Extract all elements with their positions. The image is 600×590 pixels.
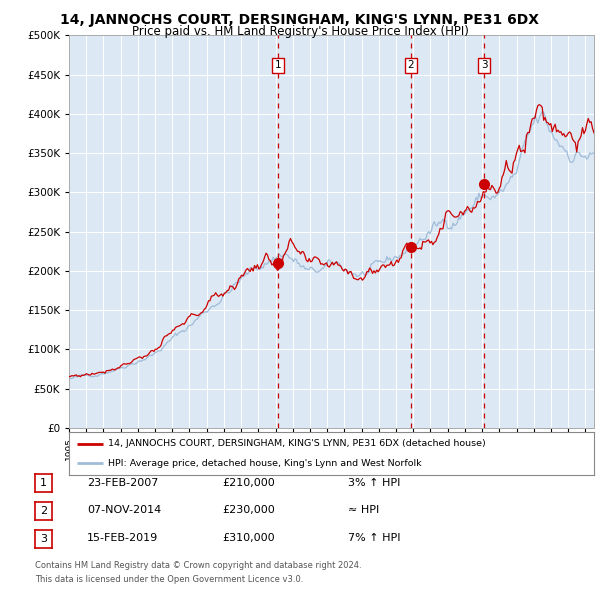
Text: 14, JANNOCHS COURT, DERSINGHAM, KING'S LYNN, PE31 6DX (detached house): 14, JANNOCHS COURT, DERSINGHAM, KING'S L… (109, 439, 486, 448)
Text: 23-FEB-2007: 23-FEB-2007 (87, 478, 158, 487)
Text: Contains HM Land Registry data © Crown copyright and database right 2024.: Contains HM Land Registry data © Crown c… (35, 561, 361, 570)
Text: This data is licensed under the Open Government Licence v3.0.: This data is licensed under the Open Gov… (35, 575, 303, 584)
Text: 3% ↑ HPI: 3% ↑ HPI (348, 478, 400, 487)
Text: 15-FEB-2019: 15-FEB-2019 (87, 533, 158, 543)
Text: £310,000: £310,000 (222, 533, 275, 543)
Text: 1: 1 (275, 60, 281, 70)
Text: 3: 3 (481, 60, 487, 70)
Text: 7% ↑ HPI: 7% ↑ HPI (348, 533, 401, 543)
Text: 07-NOV-2014: 07-NOV-2014 (87, 506, 161, 515)
Text: £230,000: £230,000 (222, 506, 275, 515)
Text: 14, JANNOCHS COURT, DERSINGHAM, KING'S LYNN, PE31 6DX: 14, JANNOCHS COURT, DERSINGHAM, KING'S L… (61, 13, 539, 27)
Text: ≈ HPI: ≈ HPI (348, 506, 379, 515)
Text: 2: 2 (40, 506, 47, 516)
Text: HPI: Average price, detached house, King's Lynn and West Norfolk: HPI: Average price, detached house, King… (109, 459, 422, 468)
Text: Price paid vs. HM Land Registry's House Price Index (HPI): Price paid vs. HM Land Registry's House … (131, 25, 469, 38)
Text: 1: 1 (40, 478, 47, 488)
Text: £210,000: £210,000 (222, 478, 275, 487)
Text: 2: 2 (407, 60, 414, 70)
Text: 3: 3 (40, 534, 47, 543)
